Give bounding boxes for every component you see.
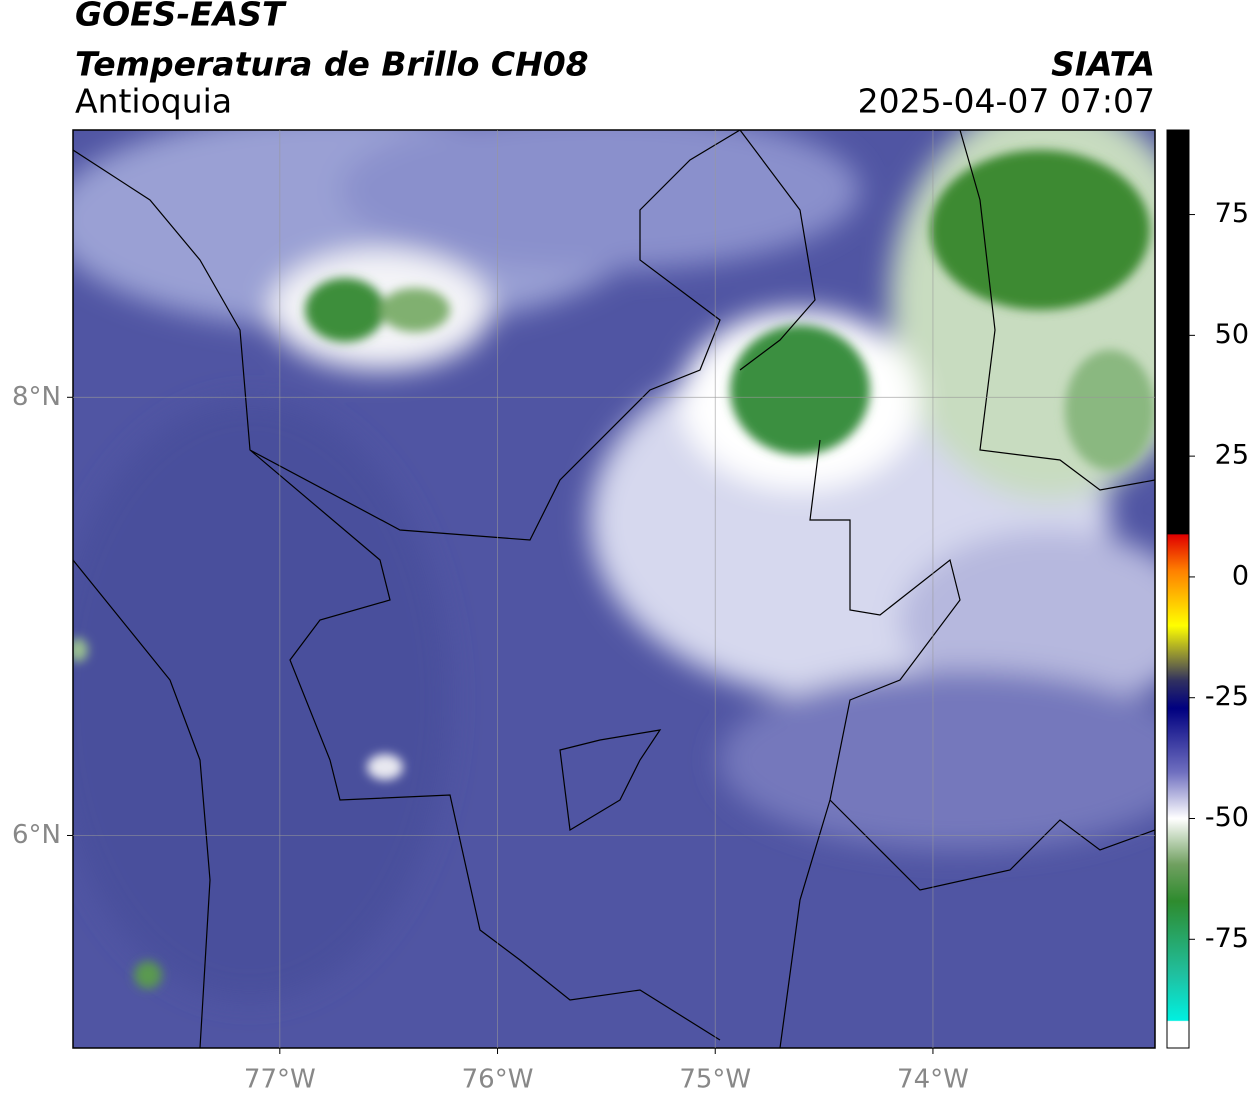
satellite-image: [73, 130, 1155, 1048]
x-tick-label: 75°W: [679, 1065, 751, 1095]
colorbar-tick-label: 50: [1215, 319, 1249, 350]
map-frame: [72, 129, 1156, 1049]
x-tick-label: 74°W: [897, 1065, 969, 1095]
colorbar-tick-label: 75: [1215, 198, 1249, 229]
y-tick-label: 8°N: [12, 382, 61, 412]
y-tick-label: 6°N: [12, 820, 61, 850]
colorbar-tick-label: 25: [1215, 440, 1249, 471]
source: SIATA: [1051, 45, 1155, 84]
x-tick-label: 77°W: [244, 1065, 316, 1095]
title: Temperatura de Brillo CH08: [75, 45, 589, 84]
colorbar-tick-label: -25: [1205, 681, 1249, 712]
colorbar-tick-label: 0: [1232, 560, 1249, 591]
satellite: GOES-EAST: [75, 0, 287, 34]
datetime: 2025-04-07 07:07: [858, 82, 1155, 121]
colorbar-tick-label: -50: [1205, 802, 1249, 833]
colorbar-tick-label: -75: [1205, 923, 1249, 954]
colorbar: [1166, 129, 1190, 1049]
region: Antioquia: [75, 82, 232, 121]
x-tick-label: 76°W: [462, 1065, 534, 1095]
